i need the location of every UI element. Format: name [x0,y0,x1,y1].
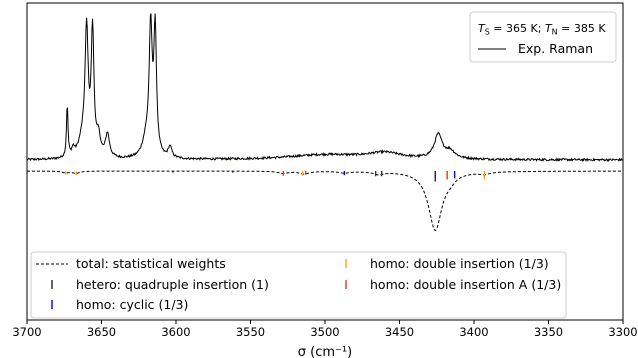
series-exp-raman [27,13,623,163]
legend-entry-label: hetero: quadruple insertion (1) [76,277,269,292]
legend-entry-label: homo: double insertion A (1/3) [370,277,561,292]
x-tick-label: 3600 [161,325,190,339]
top-legend: TS = 365 K; TN = 385 K Exp. Raman [469,11,617,63]
legend-entry-label: homo: double insertion (1/3) [370,256,549,271]
x-tick-label: 3300 [608,325,637,339]
x-tick-label: 3450 [385,325,414,339]
x-tick-label: 3550 [236,325,265,339]
top-legend-entry: Exp. Raman [518,41,593,56]
bottom-legend-box [30,251,567,319]
x-tick-label: 3650 [87,325,116,339]
legend-entry-label: total: statistical weights [76,256,226,271]
x-axis-label: σ (cm⁻¹) [298,345,352,358]
x-tick-label: 3700 [12,325,41,339]
x-tick-label: 3500 [310,325,339,339]
plot-area [27,13,623,232]
legend-entry-label: homo: cyclic (1/3) [76,297,188,312]
top-legend-title: TS = 365 K; TN = 385 K [478,22,606,37]
x-tick-label: 3350 [534,325,563,339]
bottom-legend: total: statistical weights homo: double i… [30,251,567,319]
top-legend-box [469,11,617,63]
x-tick-label: 3400 [459,325,488,339]
x-axis: 3700 3650 3600 3550 3500 3450 3400 3350 3300 σ (c… [12,2,638,358]
series-total-statistical-weights [27,170,623,232]
